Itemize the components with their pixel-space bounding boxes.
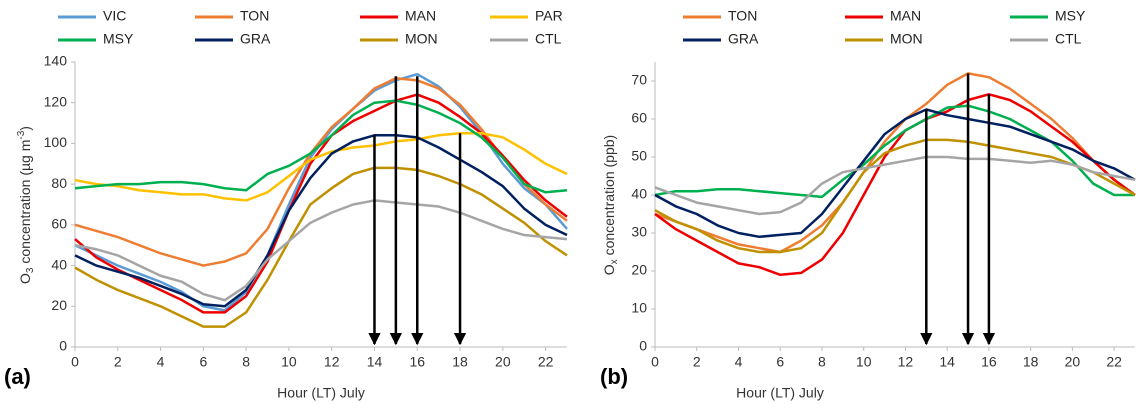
series-line [74, 166, 568, 328]
y-axis-label: Ox concentration (ppb) [601, 135, 620, 275]
x-tick-label: 14 [367, 354, 383, 370]
series-line [74, 134, 568, 308]
series-line [654, 138, 1136, 254]
legend-label: MON [890, 31, 923, 47]
y-label-part: concentration (µg m [17, 140, 33, 268]
series-line [654, 155, 1136, 216]
x-tick-label: 8 [818, 354, 826, 370]
legend-label: GRA [728, 31, 759, 47]
x-tick-label: 10 [281, 354, 297, 370]
y-tick-label: 60 [631, 110, 647, 126]
series-line [74, 132, 568, 202]
series-line [654, 93, 1136, 277]
x-tick-label: 12 [324, 354, 340, 370]
legend-label: MAN [405, 8, 436, 24]
y-tick-label: 50 [631, 148, 647, 164]
series-line [654, 104, 1135, 199]
x-tick-label: 4 [735, 354, 743, 370]
y-tick-label: 40 [51, 256, 67, 272]
y-tick-label: 10 [631, 300, 647, 316]
y-tick-label: 60 [51, 216, 67, 232]
legend-label: GRA [240, 31, 271, 47]
x-axis-label: Hour (LT) July [277, 385, 365, 401]
y-tick-label: 100 [44, 134, 68, 150]
y-tick-label: 30 [631, 224, 647, 240]
series-line [74, 77, 568, 267]
x-tick-label: 18 [452, 354, 468, 370]
x-axis-label: Hour (LT) July [736, 385, 824, 401]
x-tick-label: 2 [693, 354, 701, 370]
y-tick-label: 80 [51, 175, 67, 191]
y-tick-label: 140 [44, 53, 68, 69]
series-line [654, 72, 1136, 254]
y-tick-label: 0 [59, 338, 67, 354]
y-tick-label: 20 [631, 262, 647, 278]
y-label-sup: -3 [16, 130, 27, 139]
x-tick-label: 8 [242, 354, 250, 370]
x-tick-label: 6 [776, 354, 784, 370]
legend-label: MSY [1055, 8, 1086, 24]
x-tick-label: 12 [898, 354, 914, 370]
x-tick-label: 18 [1023, 354, 1039, 370]
y-label-sub: x [609, 259, 620, 264]
y-label-part: ) [17, 126, 33, 131]
legend-label: VIC [103, 8, 126, 24]
legend-label: MSY [103, 31, 134, 47]
x-tick-label: 4 [157, 354, 165, 370]
x-tick-label: 22 [1106, 354, 1122, 370]
legend-label: CTL [535, 31, 562, 47]
y-label-part: O [601, 264, 617, 275]
x-tick-label: 10 [856, 354, 872, 370]
y-tick-label: 120 [44, 93, 68, 109]
x-tick-label: 20 [495, 354, 511, 370]
x-tick-label: 22 [538, 354, 554, 370]
legend-label: MAN [890, 8, 921, 24]
x-tick-label: 0 [651, 354, 659, 370]
y-label-part: concentration (ppb) [601, 135, 617, 260]
y-tick-label: 0 [639, 338, 647, 354]
x-tick-label: 6 [199, 354, 207, 370]
y-tick-label: 40 [631, 186, 647, 202]
series-line [74, 99, 568, 194]
x-tick-label: 0 [71, 354, 79, 370]
legend-label: MON [405, 31, 438, 47]
y-axis-label: O3 concentration (µg m-3) [16, 126, 36, 284]
legend-label: TON [240, 8, 269, 24]
legend-label: TON [728, 8, 757, 24]
y-label-part: O [17, 273, 33, 284]
x-tick-label: 16 [981, 354, 997, 370]
panel-label: (a) [4, 364, 31, 389]
x-tick-label: 16 [409, 354, 425, 370]
panel-label: (b) [600, 364, 628, 389]
y-tick-label: 20 [51, 297, 67, 313]
x-tick-label: 20 [1065, 354, 1081, 370]
x-tick-label: 2 [114, 354, 122, 370]
x-tick-label: 14 [939, 354, 955, 370]
series-line [74, 93, 568, 314]
legend-label: PAR [535, 8, 563, 24]
series-line [74, 199, 568, 302]
legend-label: CTL [1055, 31, 1082, 47]
y-label-sub: 3 [25, 267, 36, 273]
series-line [654, 108, 1136, 239]
y-tick-label: 70 [631, 72, 647, 88]
